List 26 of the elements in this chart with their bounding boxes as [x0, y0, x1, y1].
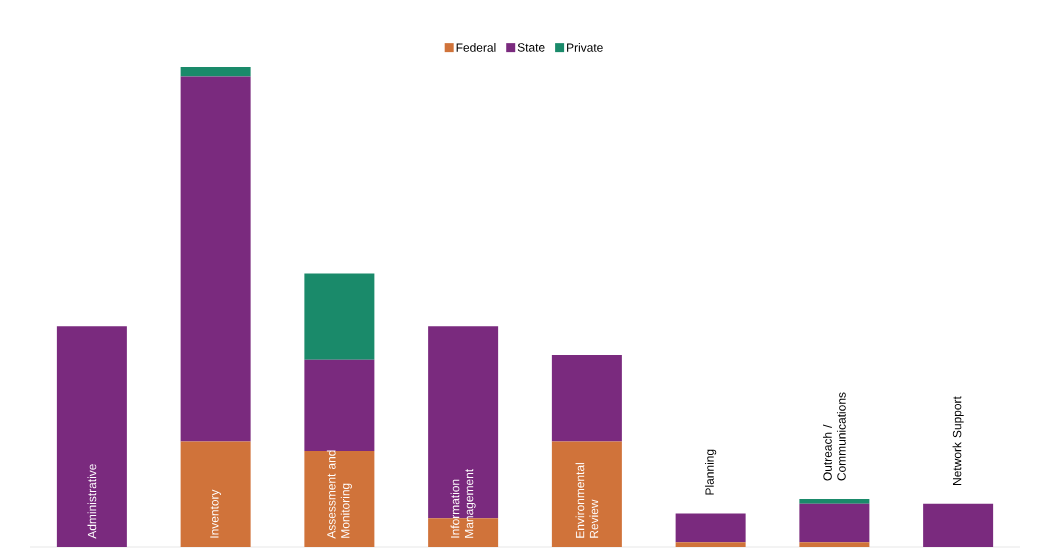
- bar: [180, 441, 251, 547]
- bar: [56, 326, 127, 547]
- bar: [675, 542, 746, 547]
- legend-label: State: [517, 43, 545, 52]
- x-tick-label: Environmental Review: [575, 463, 599, 538]
- x-tick-label: Administrative: [87, 464, 97, 539]
- bar: [180, 67, 251, 77]
- bar: [675, 513, 746, 543]
- legend-label: Private: [567, 43, 603, 52]
- x-tick-label: Information Management: [450, 469, 476, 538]
- bar: [799, 503, 870, 543]
- legend-label: Federal: [456, 43, 496, 52]
- x-tick-label: Assessment and Monitoring: [326, 450, 352, 539]
- bar: [923, 503, 994, 547]
- bar: [799, 542, 870, 547]
- x-tick-label: Inventory: [210, 489, 221, 538]
- x-tick-label: Network Support: [952, 396, 964, 485]
- bar: [304, 359, 375, 451]
- bar: [304, 273, 375, 360]
- bar: [180, 76, 251, 442]
- bar: [799, 499, 870, 504]
- bar: [551, 355, 622, 442]
- x-tick-label: Planning: [705, 449, 717, 495]
- bar: [551, 441, 622, 547]
- x-tick-label: Outreach / Communications: [823, 392, 846, 481]
- bar: [304, 451, 375, 547]
